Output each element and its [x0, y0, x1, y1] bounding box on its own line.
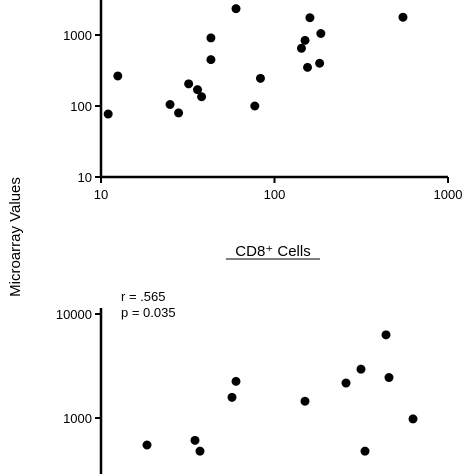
- top-data-point: [398, 13, 407, 22]
- top-data-point: [315, 59, 324, 68]
- bottom-y-tick-label: 10000: [56, 307, 92, 322]
- top-data-point: [174, 108, 183, 117]
- top-data-point: [232, 4, 241, 13]
- bottom-scatter-panel: CD8⁺ Cells r = .565 p = 0.035 1000 10000: [56, 243, 418, 474]
- bottom-data-point: [385, 373, 394, 382]
- bottom-data-point: [143, 441, 152, 450]
- top-data-point: [301, 36, 310, 45]
- bottom-data-point: [191, 436, 200, 445]
- top-data-point: [104, 110, 113, 119]
- bottom-data-point: [196, 447, 205, 456]
- top-scatter-panel: 10 100 1000 10 100 1000: [63, 0, 462, 202]
- panel-title: CD8⁺ Cells: [235, 243, 310, 260]
- bottom-data-point: [342, 379, 351, 388]
- top-y-tick-label: 100: [70, 99, 92, 114]
- bottom-data-point: [232, 377, 241, 386]
- top-data-point: [184, 79, 193, 88]
- top-data-point: [256, 74, 265, 83]
- shared-y-axis-label: Microarray Values: [7, 177, 24, 297]
- top-data-point: [316, 29, 325, 38]
- bottom-data-point: [357, 365, 366, 374]
- top-data-point: [166, 100, 175, 109]
- bottom-data-point: [409, 414, 418, 423]
- top-data-point: [197, 92, 206, 101]
- p-value-text: p = 0.035: [121, 305, 176, 320]
- top-data-point: [297, 44, 306, 53]
- top-data-point: [206, 33, 215, 42]
- top-x-tick-label: 100: [264, 187, 286, 202]
- top-data-point: [206, 55, 215, 64]
- top-x-tick-label: 1000: [434, 187, 463, 202]
- top-data-point: [303, 63, 312, 72]
- bottom-y-tick-label: 1000: [63, 411, 92, 426]
- top-data-point: [250, 102, 259, 111]
- top-data-point: [113, 71, 122, 80]
- correlation-r-text: r = .565: [121, 289, 165, 304]
- bottom-data-point: [301, 397, 310, 406]
- bottom-data-point: [361, 447, 370, 456]
- top-data-point: [305, 13, 314, 22]
- top-y-tick-label: 1000: [63, 28, 92, 43]
- bottom-data-point: [228, 393, 237, 402]
- top-x-tick-label: 10: [94, 187, 108, 202]
- bottom-data-point: [382, 330, 391, 339]
- top-y-tick-label: 10: [78, 170, 92, 185]
